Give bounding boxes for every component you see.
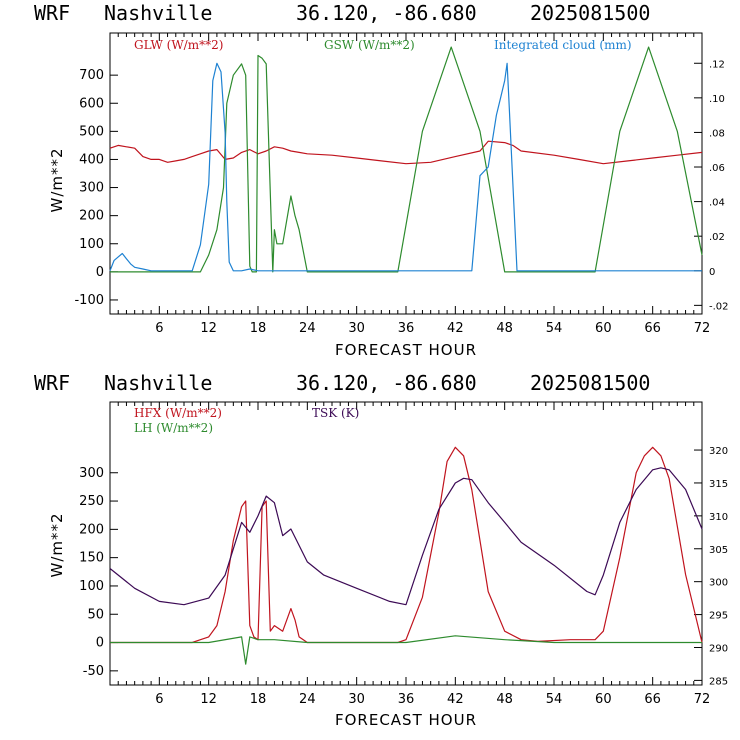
y2-tick-label: 0 bbox=[709, 267, 715, 278]
legend-gsw: GSW (W/m**2) bbox=[324, 38, 415, 52]
x-tick-label: 18 bbox=[250, 321, 267, 336]
x-tick-label: 36 bbox=[398, 321, 415, 336]
panel-1: WRF Nashville 36.120, -86.680 2025081500… bbox=[34, 1, 729, 359]
y-tick-label: 200 bbox=[79, 209, 104, 224]
panel-2-title-coords: 36.120, -86.680 bbox=[296, 371, 477, 395]
x-tick-label: 24 bbox=[299, 321, 316, 336]
y2-tick-label: -.02 bbox=[709, 301, 729, 312]
panel-2-x-axis-label: FORECAST HOUR bbox=[335, 711, 477, 729]
legend-integrated-cloud: Integrated cloud (mm) bbox=[494, 38, 632, 52]
y2-tick-label: .02 bbox=[709, 232, 725, 243]
y-tick-label: 500 bbox=[79, 124, 104, 139]
panel-2-title-date: 2025081500 bbox=[530, 371, 650, 395]
y-tick-label: -100 bbox=[74, 293, 104, 308]
panel-1-title-site: Nashville bbox=[104, 1, 212, 25]
x-tick-label: 6 bbox=[155, 692, 163, 707]
y2-tick-label: 320 bbox=[709, 446, 728, 457]
y-tick-label: 100 bbox=[79, 237, 104, 252]
panel-1-x-axis: 6 12 18 24 30 36 42 48 54 60 66 72 bbox=[109, 33, 711, 336]
y-tick-label: 250 bbox=[79, 494, 104, 509]
x-tick-label: 72 bbox=[694, 321, 711, 336]
x-tick-label: 60 bbox=[595, 321, 612, 336]
panel-2-x-axis: 6 12 18 24 30 36 42 48 54 60 66 72 bbox=[109, 402, 711, 707]
y-tick-label: 50 bbox=[87, 607, 104, 622]
x-tick-label: 54 bbox=[546, 692, 563, 707]
x-tick-label: 36 bbox=[398, 692, 415, 707]
x-tick-label: 60 bbox=[595, 692, 612, 707]
lh-series-line bbox=[110, 635, 702, 665]
integrated-cloud-series-line bbox=[109, 62, 702, 272]
panel-2-title-site: Nashville bbox=[104, 371, 212, 395]
y-tick-label: 400 bbox=[79, 152, 104, 167]
panel-2-title-model: WRF bbox=[34, 371, 70, 395]
x-tick-label: 30 bbox=[348, 692, 365, 707]
x-tick-label: 12 bbox=[200, 321, 217, 336]
legend-hfx: HFX (W/m**2) bbox=[134, 406, 222, 420]
x-tick-label: 6 bbox=[155, 321, 163, 336]
x-tick-label: 48 bbox=[496, 321, 513, 336]
y2-tick-label: 310 bbox=[709, 512, 728, 523]
x-tick-label: 12 bbox=[200, 692, 217, 707]
panel-1-series bbox=[109, 46, 703, 273]
x-tick-label: 18 bbox=[250, 692, 267, 707]
y2-tick-label: 300 bbox=[709, 578, 728, 589]
x-tick-label: 66 bbox=[644, 692, 661, 707]
y2-tick-label: 305 bbox=[709, 545, 728, 556]
x-tick-label: 66 bbox=[644, 321, 661, 336]
x-tick-label: 54 bbox=[546, 321, 563, 336]
panel-1-y-axis-label: W/m**2 bbox=[48, 147, 66, 212]
legend-tsk: TSK (K) bbox=[312, 406, 359, 420]
y-tick-label: 0 bbox=[96, 265, 104, 280]
y2-tick-label: 295 bbox=[709, 611, 728, 622]
y-tick-label: 100 bbox=[79, 579, 104, 594]
panel-1-title-model: WRF bbox=[34, 1, 70, 25]
glw-series-line bbox=[109, 140, 703, 165]
y2-tick-label: 315 bbox=[709, 479, 728, 490]
panel-2-y-axis-label: W/m**2 bbox=[48, 512, 66, 577]
x-tick-label: 48 bbox=[496, 692, 513, 707]
y-tick-label: 200 bbox=[79, 522, 104, 537]
legend-lh: LH (W/m**2) bbox=[134, 421, 213, 435]
y-tick-label: -50 bbox=[83, 664, 104, 679]
y2-tick-label: .06 bbox=[709, 163, 725, 174]
panel-2-series bbox=[109, 446, 703, 665]
panel-1-y-axis-left: 700 600 500 400 300 200 100 0 -100 bbox=[74, 68, 118, 308]
tsk-series-line bbox=[109, 467, 703, 606]
y2-tick-label: .08 bbox=[709, 128, 725, 139]
y-tick-label: 600 bbox=[79, 96, 104, 111]
panel-2: WRF Nashville 36.120, -86.680 2025081500… bbox=[34, 371, 728, 729]
gsw-series-line bbox=[110, 46, 703, 273]
y-tick-label: 700 bbox=[79, 68, 104, 83]
y-tick-label: 150 bbox=[79, 551, 104, 566]
legend-glw: GLW (W/m**2) bbox=[134, 38, 223, 52]
y2-tick-label: 290 bbox=[709, 643, 728, 654]
y-tick-label: 300 bbox=[79, 466, 104, 481]
x-tick-label: 30 bbox=[348, 321, 365, 336]
panel-1-title-coords: 36.120, -86.680 bbox=[296, 1, 477, 25]
y2-tick-label: .12 bbox=[709, 59, 725, 70]
y-tick-label: 0 bbox=[96, 636, 104, 651]
panel-1-x-axis-label: FORECAST HOUR bbox=[335, 341, 477, 359]
y2-tick-label: 285 bbox=[709, 676, 728, 687]
panel-2-y-axis-right: 320 315 310 305 300 295 290 285 bbox=[694, 446, 728, 687]
y2-tick-label: .10 bbox=[709, 94, 725, 105]
panel-1-title-date: 2025081500 bbox=[530, 1, 650, 25]
x-tick-label: 72 bbox=[694, 692, 711, 707]
x-tick-label: 42 bbox=[447, 692, 464, 707]
y-tick-label: 300 bbox=[79, 181, 104, 196]
x-tick-label: 24 bbox=[299, 692, 316, 707]
x-tick-label: 42 bbox=[447, 321, 464, 336]
panel-1-y-axis-right: .12 .10 .08 .06 .04 .02 0 -.02 bbox=[694, 59, 729, 312]
y2-tick-label: .04 bbox=[709, 198, 725, 209]
panel-2-y-axis-left: 300 250 200 150 100 50 0 -50 bbox=[79, 466, 118, 679]
